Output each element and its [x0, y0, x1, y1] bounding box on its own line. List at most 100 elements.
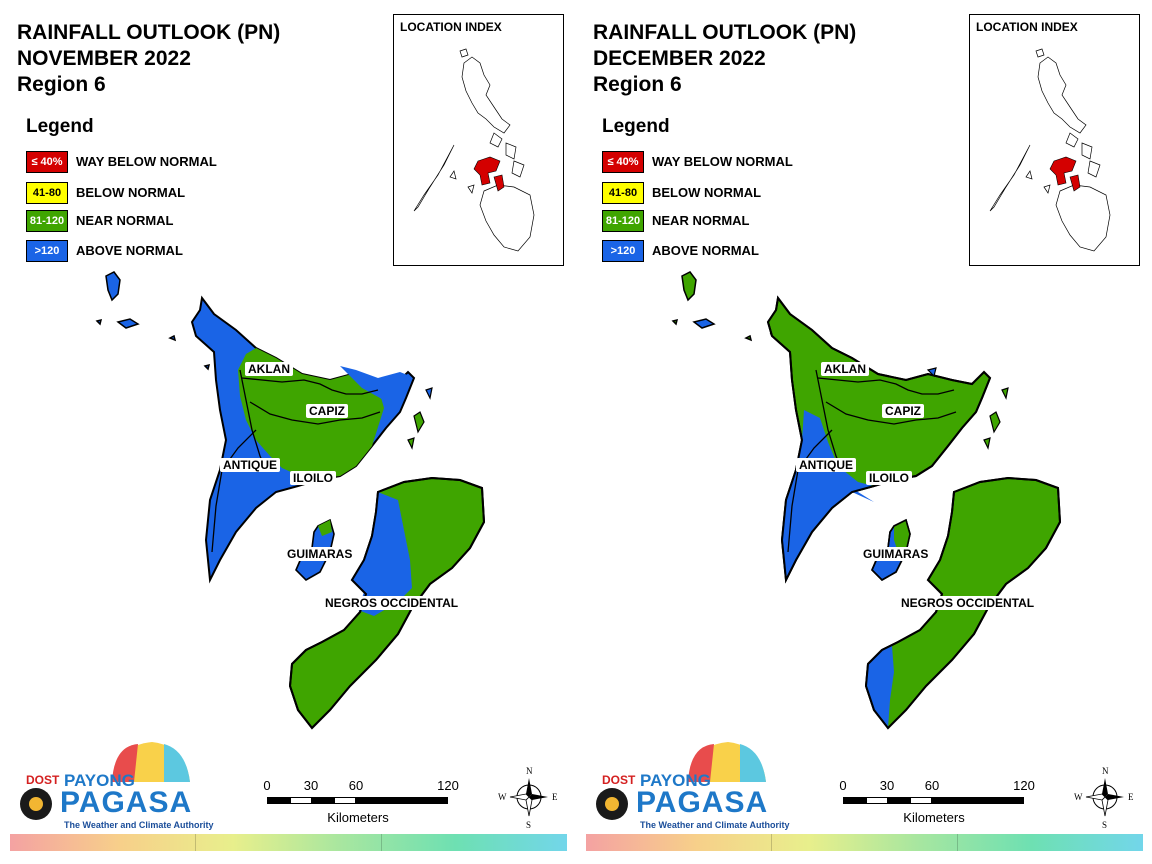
- title-line-3: Region 6: [593, 73, 682, 96]
- province-label-negros-occidental: NEGROS OCCIDENTAL: [898, 596, 1038, 610]
- logo-pagasa-text: PAGASA: [636, 786, 769, 819]
- province-label-antique: ANTIQUE: [796, 458, 856, 472]
- scale-units: Kilometers: [903, 810, 965, 825]
- legend-label: BELOW NORMAL: [652, 185, 762, 200]
- legend-label: NEAR NORMAL: [652, 213, 750, 228]
- legend-label: WAY BELOW NORMAL: [652, 154, 793, 169]
- compass-e: E: [552, 792, 558, 802]
- scale-units: Kilometers: [327, 810, 389, 825]
- scale-segment: [888, 797, 910, 804]
- location-index: LOCATION INDEX: [393, 14, 564, 266]
- scale-tick: 60: [924, 778, 940, 793]
- legend-swatch: >120: [26, 240, 68, 262]
- province-label-capiz: CAPIZ: [882, 404, 924, 418]
- compass-n: N: [526, 766, 533, 776]
- compass-w: W: [498, 792, 507, 802]
- region-6-map: [95, 271, 486, 730]
- scale-segment: [334, 797, 356, 804]
- compass-s: S: [1102, 820, 1107, 830]
- legend-label: WAY BELOW NORMAL: [76, 154, 217, 169]
- philippines-inset-map: [989, 48, 1111, 252]
- province-label-negros-occidental: NEGROS OCCIDENTAL: [322, 596, 462, 610]
- scale-segment: [356, 797, 448, 804]
- footer-gradient-bar: [586, 834, 1143, 851]
- title-line-2: NOVEMBER 2022: [17, 47, 191, 70]
- legend-swatch: ≤ 40%: [602, 151, 644, 173]
- legend-swatch: 41-80: [26, 182, 68, 204]
- legend-swatch: 41-80: [602, 182, 644, 204]
- scale-segment: [290, 797, 312, 804]
- title-line-1: RAINFALL OUTLOOK (PN): [17, 21, 281, 44]
- outlook-panel-december: RAINFALL OUTLOOK (PN) DECEMBER 2022 Regi…: [576, 0, 1152, 864]
- compass-e: E: [1128, 792, 1134, 802]
- scale-bar: 0 30 60 120 Kilometers: [258, 778, 468, 828]
- province-label-aklan: AKLAN: [821, 362, 869, 376]
- scale-segment: [312, 797, 334, 804]
- logo-dost-text: DOST: [602, 773, 636, 787]
- scale-tick: 0: [839, 778, 847, 793]
- legend-label: BELOW NORMAL: [76, 185, 186, 200]
- footer-divider: [381, 834, 382, 851]
- location-index: LOCATION INDEX: [969, 14, 1140, 266]
- scale-segment: [866, 797, 888, 804]
- province-label-guimaras: GUIMARAS: [860, 547, 932, 561]
- logo-payong-text: PAYONG: [640, 771, 711, 790]
- province-label-iloilo: ILOILO: [290, 471, 336, 485]
- location-index-title: LOCATION INDEX: [976, 20, 1078, 34]
- umbrella-icon: [20, 742, 190, 820]
- scale-tick: 120: [1013, 778, 1035, 793]
- north-arrow: N S W E: [1074, 764, 1136, 830]
- province-label-iloilo: ILOILO: [866, 471, 912, 485]
- logo-pagasa-text: PAGASA: [60, 786, 193, 819]
- legend-swatch: 81-120: [602, 210, 644, 232]
- scale-segment: [910, 797, 932, 804]
- compass-rose-icon: N S W E: [498, 766, 558, 830]
- scale-segment: [932, 797, 1024, 804]
- province-label-capiz: CAPIZ: [306, 404, 348, 418]
- title-line-2: DECEMBER 2022: [593, 47, 766, 70]
- footer-divider: [771, 834, 772, 851]
- logo-dost-text: DOST: [26, 773, 60, 787]
- outlook-panel-november: RAINFALL OUTLOOK (PN) NOVEMBER 2022 Regi…: [10, 14, 567, 851]
- legend-swatch: 81-120: [26, 210, 68, 232]
- compass-rose-icon: N S W E: [1074, 766, 1134, 830]
- legend-swatch: >120: [602, 240, 644, 262]
- map-title: RAINFALL OUTLOOK (PN) DECEMBER 2022 Regi…: [593, 20, 856, 98]
- footer-gradient-bar: [10, 834, 567, 851]
- legend-label: NEAR NORMAL: [76, 213, 174, 228]
- title-line-3: Region 6: [17, 73, 106, 96]
- logo-tagline: The Weather and Climate Authority: [640, 820, 790, 830]
- logo-payong-text: PAYONG: [64, 771, 135, 790]
- legend-title: Legend: [26, 116, 94, 137]
- scale-tick: 60: [348, 778, 364, 793]
- footer-divider: [957, 834, 958, 851]
- province-label-aklan: AKLAN: [245, 362, 293, 376]
- scale-bar: 0 30 60 120 Kilometers: [834, 778, 1044, 828]
- north-arrow: N S W E: [498, 764, 560, 830]
- compass-n: N: [1102, 766, 1109, 776]
- umbrella-icon: [596, 742, 766, 820]
- logo-tagline: The Weather and Climate Authority: [64, 820, 214, 830]
- scale-tick: 30: [303, 778, 319, 793]
- compass-w: W: [1074, 792, 1083, 802]
- scale-segment: [267, 797, 290, 804]
- location-index-title: LOCATION INDEX: [400, 20, 502, 34]
- legend-title: Legend: [602, 116, 670, 137]
- province-label-antique: ANTIQUE: [220, 458, 280, 472]
- province-label-guimaras: GUIMARAS: [284, 547, 356, 561]
- pagasa-logo: DOST PAYONG PAGASA The Weather and Clima…: [14, 740, 214, 835]
- compass-s: S: [526, 820, 531, 830]
- legend-label: ABOVE NORMAL: [76, 243, 183, 258]
- pagasa-logo: DOST PAYONG PAGASA The Weather and Clima…: [590, 740, 790, 835]
- legend-swatch: ≤ 40%: [26, 151, 68, 173]
- scale-segment: [843, 797, 866, 804]
- scale-tick: 30: [879, 778, 895, 793]
- title-line-1: RAINFALL OUTLOOK (PN): [593, 21, 857, 44]
- scale-tick: 0: [263, 778, 271, 793]
- map-title: RAINFALL OUTLOOK (PN) NOVEMBER 2022 Regi…: [17, 20, 280, 98]
- region-6-map: [671, 271, 1062, 730]
- legend-label: ABOVE NORMAL: [652, 243, 759, 258]
- scale-tick: 120: [437, 778, 459, 793]
- footer-divider: [195, 834, 196, 851]
- philippines-inset-map: [413, 48, 535, 252]
